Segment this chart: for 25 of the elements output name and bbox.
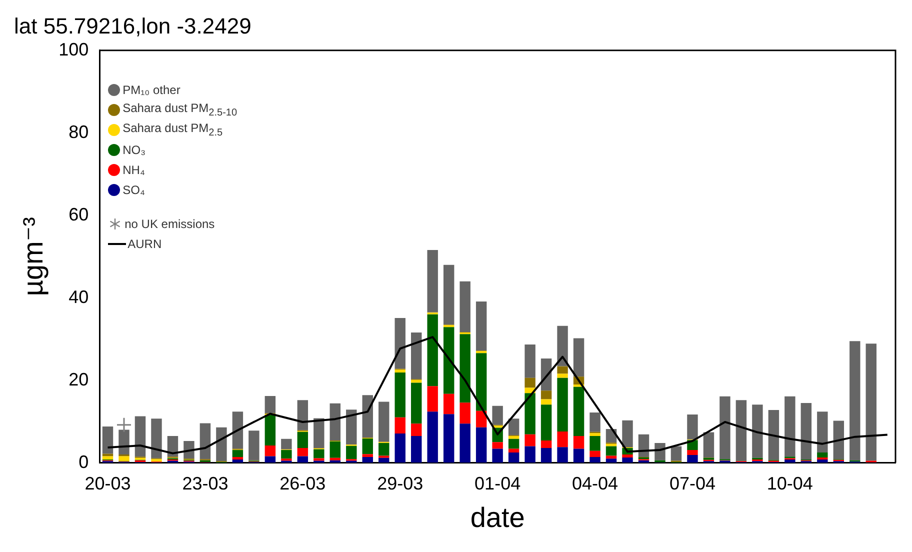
x-tick-label: 29-03 xyxy=(377,474,424,494)
x-tick-label: 07-04 xyxy=(669,474,716,494)
legend-label: NO₃ xyxy=(122,143,146,158)
x-axis-title: date xyxy=(470,502,525,533)
legend-label: AURN xyxy=(128,237,162,252)
x-tick-label: 26-03 xyxy=(280,474,326,494)
y-tick-label: 60 xyxy=(68,204,89,224)
y-axis-title: µgm⁻³ xyxy=(18,217,49,296)
legend-label: SO₄ xyxy=(122,183,145,198)
legend-label: no UK emissions xyxy=(124,217,215,232)
x-tick-label: 04-04 xyxy=(572,474,618,494)
legend-label: NH₄ xyxy=(122,163,145,178)
y-tick-label: 100 xyxy=(58,39,89,60)
x-tick-label: 10-04 xyxy=(766,474,813,494)
x-tick-label: 23-03 xyxy=(182,474,228,494)
legend-label: Sahara dust PM$_{2.5-10}$ xyxy=(122,101,238,119)
x-tick-label: 20-03 xyxy=(84,474,131,494)
y-tick-label: 80 xyxy=(68,122,89,142)
legend-label: Sahara dust PM$_{2.5}$ xyxy=(122,121,223,139)
chart-title: lat 55.79216,lon -3.2429 xyxy=(14,13,252,38)
x-tick-label: 01-04 xyxy=(474,474,521,494)
y-tick-label: 20 xyxy=(68,369,89,390)
legend-label: PM₁₀ other xyxy=(122,83,180,98)
y-tick-label: 0 xyxy=(78,452,89,472)
y-tick-label: 40 xyxy=(68,286,89,307)
